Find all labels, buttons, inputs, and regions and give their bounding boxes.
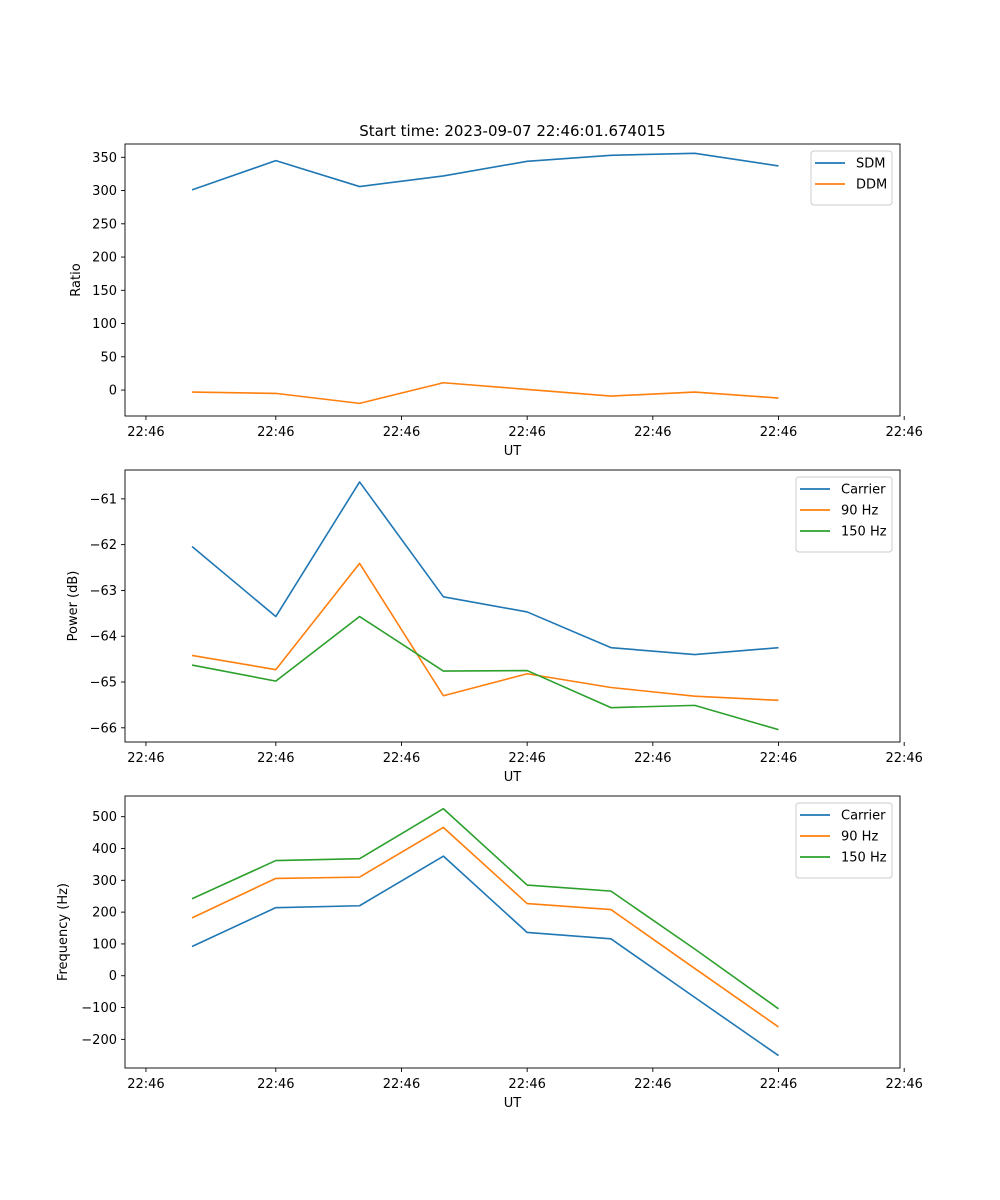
legend: Carrier 90 Hz 150 Hz (795, 476, 893, 553)
x-axis-label: UT (504, 1096, 522, 1111)
y-axis-label: Frequency (Hz) (56, 883, 71, 981)
x-tick-label: 22:46 (127, 425, 164, 440)
legend-label: 90 Hz (841, 830, 878, 845)
y-tick-label: 250 (92, 217, 117, 232)
series-line-carrier (191, 855, 779, 1057)
legend-box (795, 802, 893, 879)
y-tick-label: 500 (92, 810, 117, 825)
y-tick-label: 100 (92, 317, 117, 332)
y-tick-label: 150 (92, 284, 117, 299)
y-tick-label: 100 (92, 937, 117, 952)
series-line-90-hz (191, 826, 779, 1028)
series-line-ddm (192, 381, 779, 405)
y-tick-label: −65 (90, 676, 117, 691)
x-tick-label: 22:46 (508, 751, 545, 766)
y-axis-label: Power (dB) (66, 571, 81, 642)
x-tick-label: 22:46 (257, 1077, 294, 1092)
y-tick-label: −200 (81, 1033, 117, 1048)
legend-label: 150 Hz (841, 851, 887, 866)
y-tick-label: −64 (90, 630, 117, 645)
y-tick-label: 200 (92, 906, 117, 921)
chart-panel-1: 22:46 22:46 22:46 22:46 22:46 22:46 22:46 0 50 10… (69, 143, 923, 459)
x-axis-label: UT (504, 770, 522, 785)
plot-area (125, 144, 900, 416)
x-tick-label: 22:46 (885, 751, 922, 766)
axes-frame (124, 143, 901, 417)
y-tick-label: 50 (100, 350, 117, 365)
x-tick-label: 22:46 (127, 751, 164, 766)
x-tick-label: 22:46 (760, 751, 797, 766)
plot-area (125, 470, 900, 742)
x-tick-label: 22:46 (508, 1077, 545, 1092)
y-tick-label: 300 (92, 184, 117, 199)
legend-label: Carrier (841, 483, 886, 498)
plot-area (125, 796, 900, 1068)
series-line-carrier (191, 481, 779, 656)
axes-frame (124, 469, 901, 743)
y-tick-label: 300 (92, 874, 117, 889)
figure-title: Start time: 2023-09-07 22:46:01.674015 (359, 122, 665, 140)
x-tick-label: 22:46 (885, 1077, 922, 1092)
legend-label: Carrier (841, 809, 886, 824)
legend-label: DDM (856, 178, 887, 193)
x-tick-label: 22:46 (634, 1077, 671, 1092)
y-tick-label: −100 (81, 1001, 117, 1016)
series-line-150-hz (191, 807, 779, 1010)
legend-label: 90 Hz (841, 504, 878, 519)
y-tick-label: 350 (92, 151, 117, 166)
x-tick-label: 22:46 (257, 425, 294, 440)
legend-label: 150 Hz (841, 525, 887, 540)
chart-panel-3: 22:46 22:46 22:46 22:46 22:46 22:46 22:46 −200 −… (56, 795, 923, 1111)
x-tick-label: 22:46 (127, 1077, 164, 1092)
y-axis-label: Ratio (69, 263, 84, 296)
x-tick-label: 22:46 (383, 751, 420, 766)
series-line-90-hz (191, 562, 779, 702)
series-line-sdm (191, 152, 779, 191)
x-tick-label: 22:46 (383, 425, 420, 440)
y-tick-label: 400 (92, 842, 117, 857)
x-tick-label: 22:46 (508, 425, 545, 440)
y-tick-label: −61 (90, 492, 117, 507)
y-tick-label: 200 (92, 251, 117, 266)
y-tick-label: −66 (90, 721, 117, 736)
panels: 22:46 22:46 22:46 22:46 22:46 22:46 22:46 0 50 10… (56, 143, 923, 1111)
x-tick-label: 22:46 (885, 425, 922, 440)
axes-frame (124, 795, 901, 1069)
series-line-150-hz (191, 615, 779, 731)
x-tick-label: 22:46 (634, 751, 671, 766)
y-tick-label: 0 (109, 384, 117, 399)
x-tick-label: 22:46 (383, 1077, 420, 1092)
legend: SDM DDM (810, 150, 893, 206)
legend-label: SDM (856, 157, 885, 172)
legend-box (810, 150, 893, 206)
x-tick-label: 22:46 (634, 425, 671, 440)
y-tick-label: 0 (109, 969, 117, 984)
x-axis-label: UT (504, 444, 522, 459)
x-tick-label: 22:46 (760, 425, 797, 440)
x-tick-label: 22:46 (257, 751, 294, 766)
y-tick-label: −63 (90, 584, 117, 599)
x-tick-label: 22:46 (760, 1077, 797, 1092)
legend: Carrier 90 Hz 150 Hz (795, 802, 893, 879)
legend-box (795, 476, 893, 553)
y-tick-label: −62 (90, 538, 117, 553)
chart-panel-2: 22:46 22:46 22:46 22:46 22:46 22:46 22:46 −66 −6… (66, 469, 923, 785)
